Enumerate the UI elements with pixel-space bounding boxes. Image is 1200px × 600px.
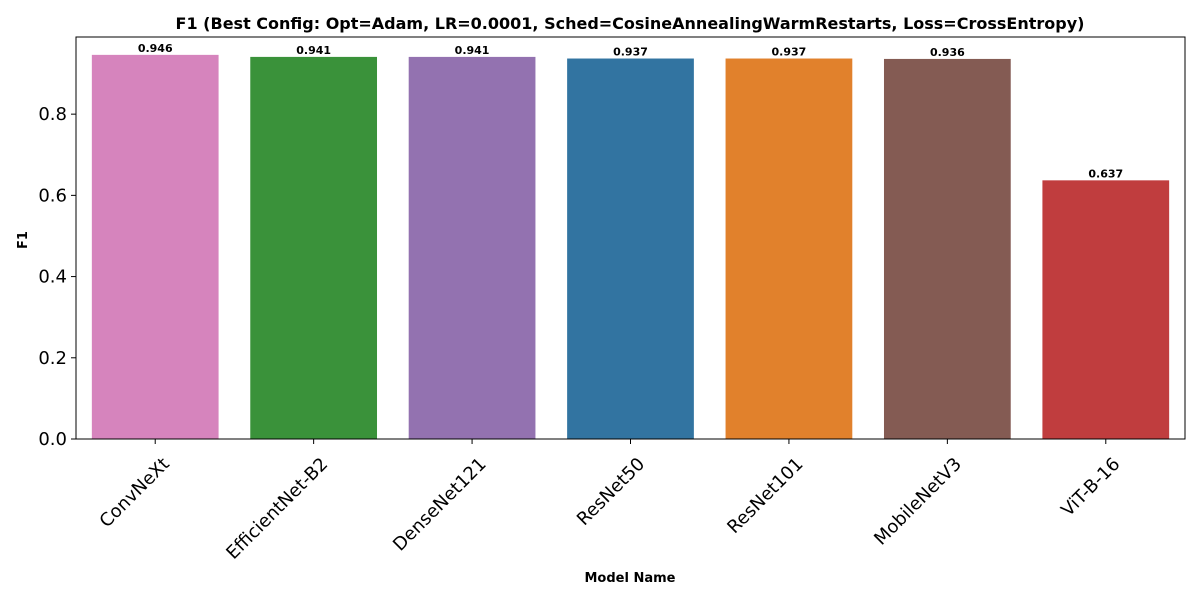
plot-frame [75,36,1186,440]
x-tick-label: MobileNetV3 [870,454,966,550]
bar-resnet101 [725,58,853,440]
bar-efficientnet-b2 [250,56,378,439]
y-tick-label: 0.0 [38,429,67,450]
bar-vit-b-16 [1042,180,1170,439]
bars-group [91,54,1170,440]
data-label: 0.936 [930,46,965,59]
data-labels-group: 0.946 0.941 0.941 0.937 0.937 0.936 0.637 [138,42,1123,180]
x-axis: ConvNeXt EfficientNet-B2 DenseNet121 ResNet… [96,439,1124,564]
x-axis-label: Model Name [585,571,676,586]
y-tick-label: 0.2 [38,348,67,369]
data-label: 0.937 [613,46,648,59]
chart-title: F1 (Best Config: Opt=Adam, LR=0.0001, Sc… [176,14,1085,33]
bar-convnext [91,54,219,439]
bar-densenet121 [408,56,536,439]
y-tick-label: 0.4 [38,267,67,288]
data-label: 0.941 [296,44,331,57]
y-axis: 0.0 0.2 0.4 0.6 0.8 [38,104,76,450]
x-tick-label: ViT-B-16 [1057,454,1124,521]
x-tick-label: ConvNeXt [96,454,174,532]
data-label: 0.637 [1088,167,1123,180]
y-tick-label: 0.6 [38,185,67,206]
data-label: 0.937 [772,46,807,59]
x-tick-label: ResNet101 [723,454,807,538]
y-tick-label: 0.8 [38,104,67,125]
y-axis-label: F1 [16,231,31,249]
data-label: 0.941 [455,44,490,57]
bar-mobilenetv3 [883,58,1011,439]
x-tick-label: DenseNet121 [389,454,491,556]
x-tick-label: ResNet50 [573,454,649,530]
bar-resnet50 [567,58,694,440]
x-tick-label: EfficientNet-B2 [222,454,332,564]
data-label: 0.946 [138,42,173,55]
